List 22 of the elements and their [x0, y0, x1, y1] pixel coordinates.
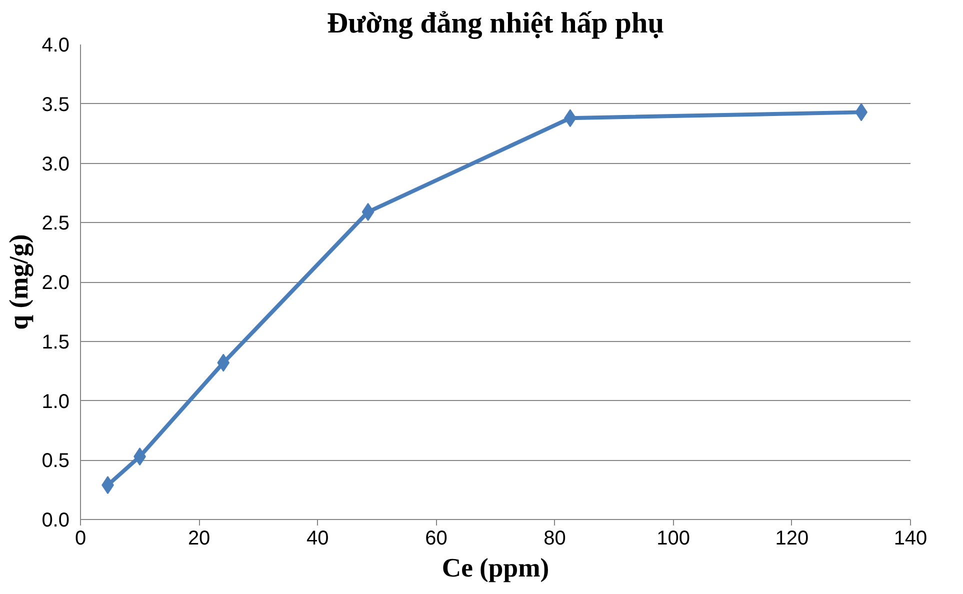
chart-title: Đường đẳng nhiệt hấp phụ — [326, 8, 664, 40]
y-tick-label: 0.0 — [42, 510, 70, 532]
x-tick-label: 60 — [425, 528, 448, 550]
x-tick-label: 40 — [306, 528, 329, 550]
y-tick-label: 3.5 — [42, 94, 70, 116]
y-tick-label: 1.5 — [42, 331, 70, 354]
x-tick-label: 20 — [188, 528, 210, 550]
point — [362, 202, 374, 221]
x-tick-label: 100 — [656, 528, 690, 550]
x-tick-label: 0 — [74, 528, 86, 550]
y-tick-label: 1.0 — [42, 390, 70, 413]
y-tick-label: 2.5 — [42, 212, 70, 235]
y-tick-label: 3.0 — [42, 153, 70, 176]
y-tick-label: 4.0 — [42, 34, 70, 56]
x-axis-title: Ce (ppm) — [442, 552, 550, 582]
y-tick-label: 0.5 — [42, 450, 70, 472]
y-tick-label: 2.0 — [42, 272, 70, 294]
x-tick-label: 80 — [544, 528, 566, 550]
y-axis-title: q (mg/g) — [4, 234, 34, 330]
point — [217, 354, 230, 372]
x-tick-label: 120 — [775, 528, 809, 550]
x-tick-label: 140 — [894, 528, 928, 550]
